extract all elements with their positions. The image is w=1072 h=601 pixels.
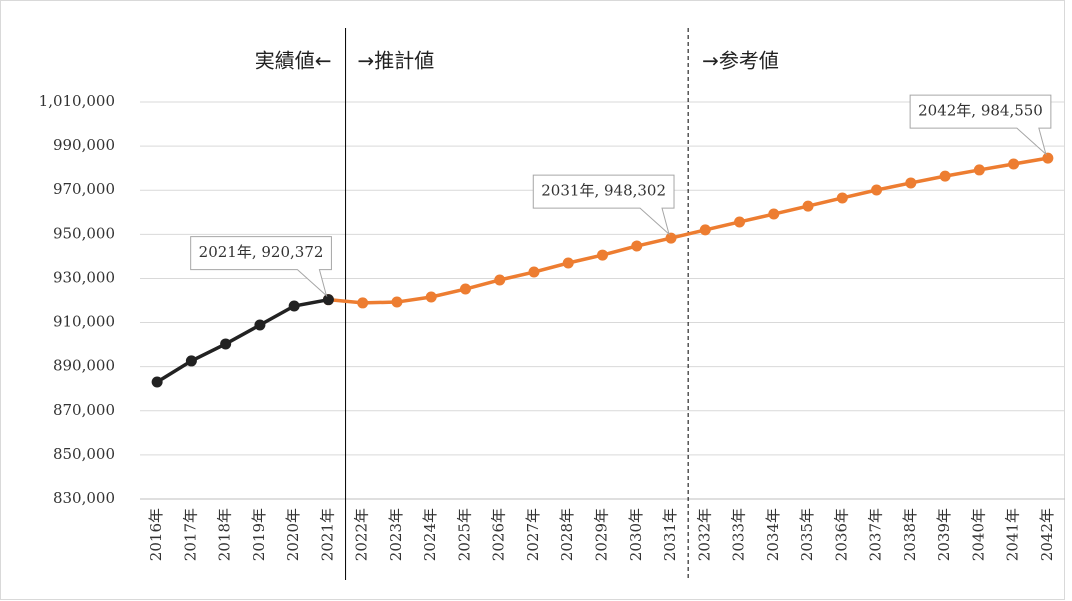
x-tick-label: 2034年 (764, 508, 782, 561)
x-tick-label: 2038年 (901, 508, 919, 561)
x-tick-label: 2016年 (147, 508, 165, 561)
point (425, 291, 437, 303)
point (631, 240, 643, 252)
y-tick-label: 870,000 (53, 401, 115, 419)
point (939, 170, 951, 182)
x-tick-label: 2021年 (318, 508, 336, 561)
y-tick-label: 1,010,000 (39, 92, 115, 110)
callout-box (190, 236, 332, 298)
x-tick-label: 2024年 (421, 508, 439, 561)
data-label: 2021年, 920,372 (199, 243, 324, 261)
series-line (156, 297, 329, 384)
x-tick-label: 2028年 (558, 508, 576, 561)
point (288, 300, 300, 312)
x-tick-label: 2036年 (832, 508, 850, 561)
callout (190, 236, 332, 298)
x-tick-label: 2023年 (387, 508, 405, 561)
x-tick-label: 2042年 (1038, 508, 1056, 561)
point (665, 232, 677, 244)
y-tick-label: 970,000 (53, 180, 115, 198)
y-tick-label: 910,000 (53, 313, 115, 331)
point (357, 297, 369, 309)
y-tick-label: 950,000 (53, 224, 115, 242)
point (734, 216, 746, 228)
y-tick-label: 850,000 (53, 445, 115, 463)
series-line (328, 156, 1049, 305)
point (768, 208, 780, 220)
annotation: →推計値 (358, 49, 435, 73)
point (254, 319, 266, 331)
x-tick-label: 2030年 (627, 508, 645, 561)
point (871, 184, 883, 196)
point (528, 266, 540, 278)
y-tick-label: 990,000 (53, 136, 115, 154)
point (802, 200, 814, 212)
x-tick-label: 2018年 (216, 508, 234, 561)
x-tick-label: 2032年 (695, 508, 713, 561)
data-label: 2031年, 948,302 (541, 182, 666, 200)
point (562, 257, 574, 269)
callout (532, 174, 675, 236)
annotation: →参考値 (702, 49, 779, 73)
x-tick-label: 2033年 (730, 508, 748, 561)
point (1008, 158, 1020, 170)
point (836, 192, 848, 204)
x-tick-label: 2025年 (455, 508, 473, 561)
x-tick-label: 2022年 (353, 508, 371, 561)
x-tick-label: 2029年 (593, 508, 611, 561)
point (597, 249, 608, 261)
point (185, 355, 197, 367)
x-tick-label: 2027年 (524, 508, 542, 561)
x-tick-label: 2035年 (798, 508, 816, 561)
x-tick-label: 2037年 (867, 508, 885, 561)
point (494, 274, 506, 286)
x-tick-label: 2017年 (181, 508, 199, 561)
point (905, 177, 917, 189)
x-tick-label: 2040年 (969, 508, 987, 561)
x-tick-label: 2020年 (284, 508, 302, 561)
y-tick-label: 890,000 (53, 357, 115, 375)
callout (909, 94, 1052, 156)
x-tick-label: 2039年 (935, 508, 953, 561)
point (151, 376, 163, 388)
callout-box (532, 174, 675, 236)
point (1042, 152, 1054, 164)
callout-box (909, 94, 1052, 156)
y-tick-label: 930,000 (53, 268, 115, 286)
x-tick-label: 2031年 (661, 508, 679, 561)
point (391, 296, 403, 308)
point (973, 164, 985, 176)
x-tick-label: 2019年 (250, 508, 268, 561)
point (699, 224, 711, 236)
point (459, 283, 471, 295)
x-tick-label: 2026年 (490, 508, 508, 561)
point (220, 338, 232, 350)
point (322, 294, 334, 306)
x-tick-label: 2041年 (1004, 508, 1022, 561)
annotation: 実績値← (255, 49, 332, 73)
data-label: 2042年, 984,550 (918, 102, 1043, 120)
y-tick-label: 830,000 (53, 489, 115, 507)
